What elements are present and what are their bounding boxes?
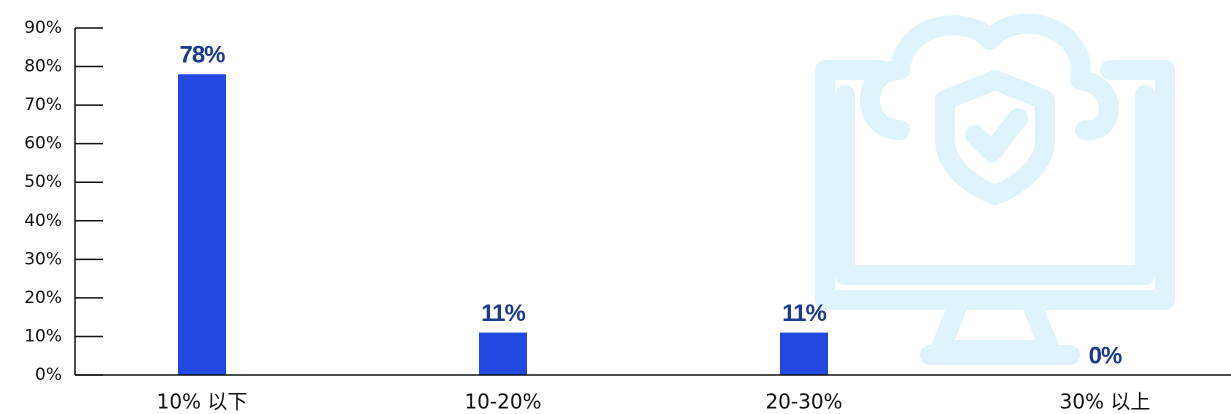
value-label: 11% [481, 300, 525, 327]
y-tick-label: 90% [24, 18, 62, 38]
y-tick-label: 60% [24, 134, 62, 154]
x-tick-label: 20-30% [765, 390, 842, 414]
bar [178, 74, 226, 376]
bar [479, 332, 527, 375]
value-label: 11% [782, 300, 826, 327]
x-tick-label: 10-20% [464, 390, 541, 414]
y-tick-label: 80% [24, 57, 62, 77]
y-tick-label: 20% [24, 288, 62, 308]
value-label: 78% [179, 42, 225, 69]
y-tick-label: 30% [24, 249, 62, 269]
bar [780, 332, 828, 375]
y-tick-label: 0% [35, 365, 62, 385]
y-tick-label: 50% [24, 172, 62, 192]
background-icon [815, 13, 1175, 365]
y-tick-label: 70% [24, 95, 62, 115]
value-label: 0% [1089, 342, 1122, 369]
x-tick-label: 30% 以上 [1060, 390, 1151, 414]
y-tick-label: 40% [24, 211, 62, 231]
x-tick-label: 10% 以下 [157, 390, 248, 414]
y-tick-label: 10% [24, 326, 62, 346]
